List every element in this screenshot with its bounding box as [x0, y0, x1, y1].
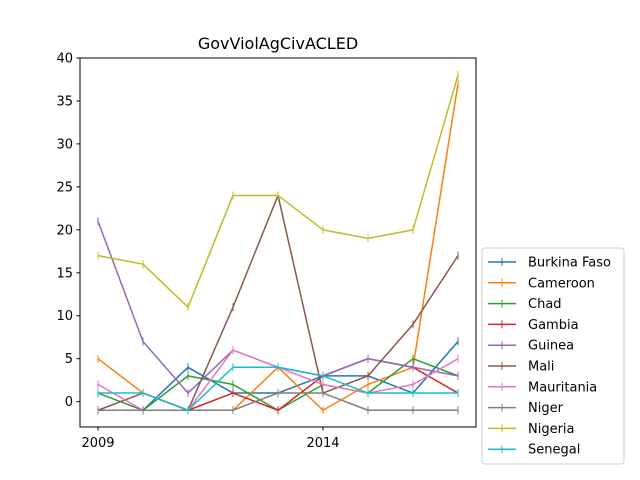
legend-label: Niger [528, 401, 564, 416]
y-tick-label: 15 [56, 266, 73, 281]
series-senegal [97, 363, 459, 415]
x-tick-label: 2009 [81, 436, 114, 451]
series-line [97, 194, 459, 411]
y-tick-label: 5 [65, 352, 73, 367]
series-layer [97, 71, 459, 415]
legend-entry: Chad [488, 297, 562, 312]
series-nigeria [97, 71, 459, 312]
legend-entry: Nigeria [488, 422, 575, 437]
legend-label: Senegal [528, 443, 580, 458]
y-tick-label: 20 [56, 223, 73, 238]
legend-label: Gambia [528, 318, 579, 333]
series-line [97, 74, 459, 308]
legend-entry: Senegal [488, 443, 580, 458]
y-tick-label: 25 [56, 180, 73, 195]
axes-layer: 0 5 10 15 20 25 30 35 40 2009 2014 [56, 52, 477, 451]
y-tick-label: 10 [56, 309, 73, 324]
legend-label: Cameroon [528, 276, 595, 291]
legend-label: Burkina Faso [528, 256, 611, 271]
y-tick-label: 0 [65, 395, 73, 410]
legend-entry: Cameroon [488, 276, 595, 291]
legend-label: Chad [528, 297, 562, 312]
legend-label: Guinea [528, 339, 574, 354]
series-line [97, 83, 459, 411]
legend-entry: Niger [488, 401, 564, 416]
legend-entry: Mali [488, 360, 554, 375]
legend-label: Nigeria [528, 422, 575, 437]
legend-label: Mali [528, 360, 554, 375]
legend-label: Mauritania [528, 380, 597, 395]
legend: Burkina Faso Cameroon Chad Gambia Guinea Mali… [481, 247, 625, 465]
x-tick-label: 2014 [306, 436, 339, 451]
legend-entry: Gambia [488, 318, 579, 333]
legend-entry: Mauritania [488, 380, 597, 395]
legend-entry: Burkina Faso [488, 256, 611, 271]
plot-frame [79, 57, 477, 428]
series-mali [97, 191, 459, 415]
chart-title: GovViolAgCivACLED [198, 34, 358, 53]
legend-box [481, 247, 625, 465]
y-tick-label: 35 [56, 94, 73, 109]
y-tick-label: 30 [56, 137, 73, 152]
y-tick-label: 40 [56, 52, 73, 67]
legend-entry: Guinea [488, 339, 574, 354]
